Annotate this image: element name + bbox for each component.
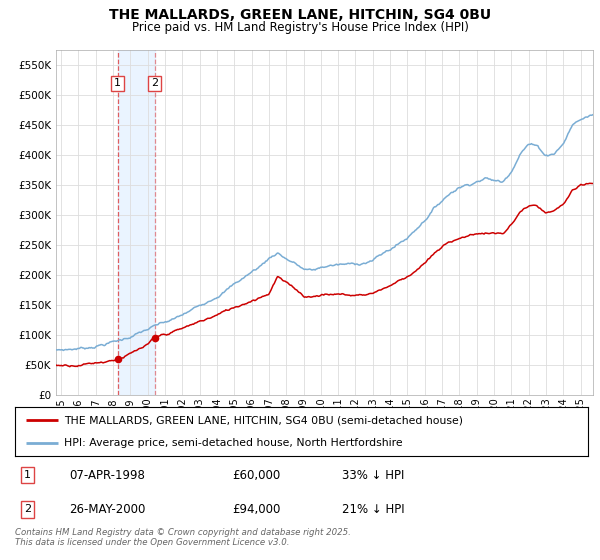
Text: 2: 2 xyxy=(151,78,158,88)
Text: 1: 1 xyxy=(114,78,121,88)
Text: Contains HM Land Registry data © Crown copyright and database right 2025.
This d: Contains HM Land Registry data © Crown c… xyxy=(15,528,351,547)
Text: 2: 2 xyxy=(24,505,31,515)
Text: HPI: Average price, semi-detached house, North Hertfordshire: HPI: Average price, semi-detached house,… xyxy=(64,438,403,448)
Text: Price paid vs. HM Land Registry's House Price Index (HPI): Price paid vs. HM Land Registry's House … xyxy=(131,21,469,34)
Text: THE MALLARDS, GREEN LANE, HITCHIN, SG4 0BU: THE MALLARDS, GREEN LANE, HITCHIN, SG4 0… xyxy=(109,8,491,22)
Text: 33% ↓ HPI: 33% ↓ HPI xyxy=(341,469,404,482)
Text: 07-APR-1998: 07-APR-1998 xyxy=(70,469,145,482)
Text: THE MALLARDS, GREEN LANE, HITCHIN, SG4 0BU (semi-detached house): THE MALLARDS, GREEN LANE, HITCHIN, SG4 0… xyxy=(64,416,463,426)
Bar xyxy=(118,50,155,395)
Text: £60,000: £60,000 xyxy=(233,469,281,482)
Text: 21% ↓ HPI: 21% ↓ HPI xyxy=(341,503,404,516)
Text: 26-MAY-2000: 26-MAY-2000 xyxy=(70,503,146,516)
Text: 1: 1 xyxy=(24,470,31,480)
Text: £94,000: £94,000 xyxy=(233,503,281,516)
